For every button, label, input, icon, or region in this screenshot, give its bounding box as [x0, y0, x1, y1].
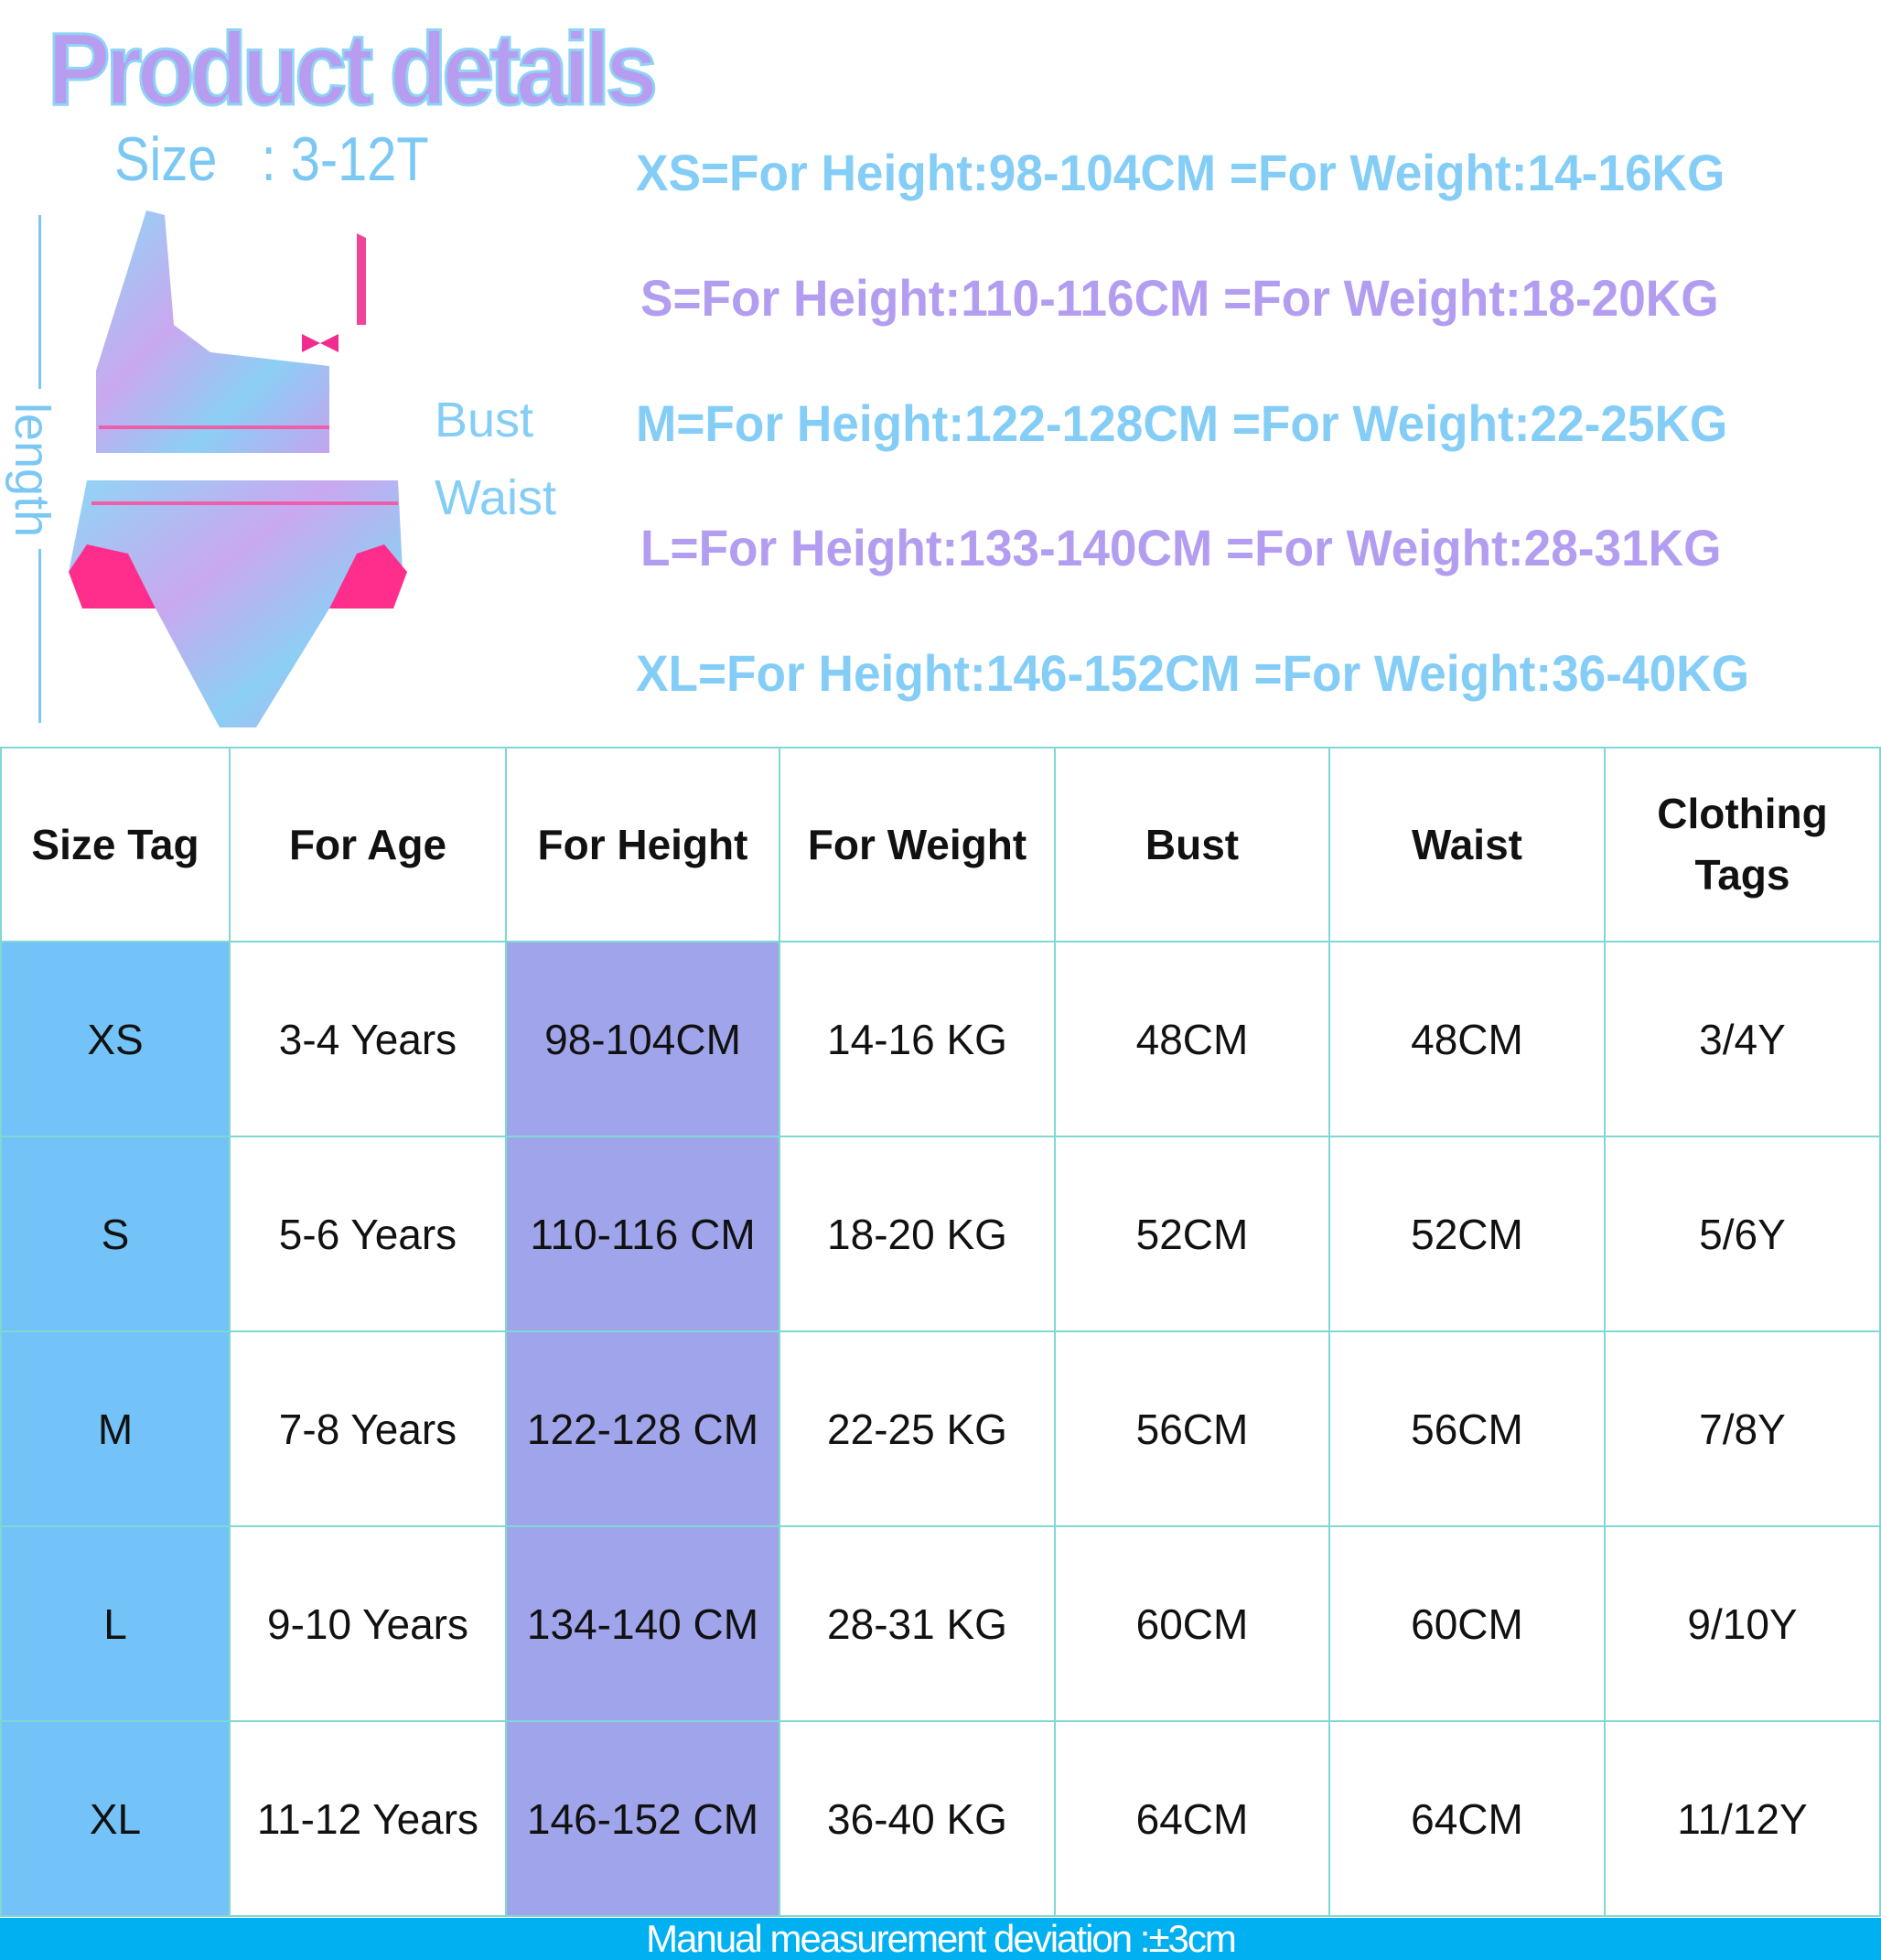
- header-waist: Waist: [1328, 747, 1606, 942]
- cell-bust: 64CM: [1054, 1720, 1330, 1917]
- cell-weight: 36-40 KG: [779, 1720, 1056, 1917]
- cell-clothing-tag: 11/12Y: [1604, 1720, 1881, 1917]
- cell-bust: 56CM: [1054, 1330, 1330, 1527]
- measurement-deviation-note: Manual measurement deviation :±3cm: [0, 1918, 1881, 1960]
- cell-waist: 64CM: [1328, 1720, 1606, 1917]
- cell-waist: 60CM: [1328, 1525, 1606, 1722]
- size-spec-m: M=For Height:122-128CM =For Weight:22-25…: [636, 394, 1728, 452]
- cell-height: 122-128 CM: [505, 1330, 780, 1527]
- cell-clothing-tag: 9/10Y: [1604, 1525, 1881, 1722]
- cell-clothing-tag: 5/6Y: [1604, 1136, 1881, 1332]
- bust-label: Bust: [435, 393, 534, 447]
- table-row: XS 3-4 Years 98-104CM 14-16 KG 48CM 48CM 3/4Y: [0, 941, 1881, 1137]
- table-header-row: Size Tag For Age For Height For Weight B…: [0, 747, 1881, 942]
- size-spec-l: L=For Height:133-140CM =For Weight:28-31…: [640, 519, 1722, 576]
- cell-height: 98-104CM: [505, 941, 780, 1137]
- cell-height: 110-116 CM: [505, 1136, 780, 1332]
- table-row: M 7-8 Years 122-128 CM 22-25 KG 56CM 56CM 7/8Y: [0, 1330, 1881, 1527]
- header-for-weight: For Weight: [779, 747, 1056, 942]
- table-row: L 9-10 Years 134-140 CM 28-31 KG 60CM 60CM 9/1…: [0, 1525, 1881, 1722]
- cell-weight: 18-20 KG: [779, 1136, 1056, 1332]
- cell-size-tag: XS: [0, 941, 231, 1137]
- cell-bust: 52CM: [1054, 1136, 1330, 1332]
- cell-age: 5-6 Years: [229, 1136, 507, 1332]
- header-for-age: For Age: [229, 747, 507, 942]
- table-row: XL 11-12 Years 146-152 CM 36-40 KG 64CM 64CM 1…: [0, 1720, 1881, 1917]
- cell-weight: 22-25 KG: [779, 1330, 1056, 1527]
- waist-label: Waist: [435, 470, 556, 525]
- cell-size-tag: XL: [0, 1720, 231, 1917]
- cell-weight: 14-16 KG: [779, 941, 1056, 1137]
- cell-age: 3-4 Years: [229, 941, 507, 1137]
- header-for-height: For Height: [505, 747, 780, 942]
- size-range: Size : 3-12T: [114, 124, 429, 194]
- cell-waist: 56CM: [1328, 1330, 1606, 1527]
- cell-size-tag: M: [0, 1330, 231, 1527]
- cell-size-tag: S: [0, 1136, 231, 1332]
- cell-age: 9-10 Years: [229, 1525, 507, 1722]
- header-size-tag: Size Tag: [0, 747, 231, 942]
- cell-waist: 48CM: [1328, 941, 1606, 1137]
- size-chart-table: Size Tag For Age For Height For Weight B…: [0, 747, 1881, 1917]
- cell-weight: 28-31 KG: [779, 1525, 1056, 1722]
- cell-height: 134-140 CM: [505, 1525, 780, 1722]
- cell-clothing-tag: 3/4Y: [1604, 941, 1881, 1137]
- size-spec-xs: XS=For Height:98-104CM =For Weight:14-16…: [636, 144, 1725, 201]
- cell-clothing-tag: 7/8Y: [1604, 1330, 1881, 1527]
- cell-waist: 52CM: [1328, 1136, 1606, 1332]
- swimsuit-image: [69, 210, 407, 727]
- header-bust: Bust: [1054, 747, 1330, 942]
- length-line-top: [38, 215, 41, 389]
- cell-height: 146-152 CM: [505, 1720, 780, 1917]
- length-line-bottom: [38, 549, 41, 723]
- cell-age: 7-8 Years: [229, 1330, 507, 1527]
- length-label: length: [5, 403, 59, 538]
- table-row: S 5-6 Years 110-116 CM 18-20 KG 52CM 52CM 5/6Y: [0, 1136, 1881, 1332]
- size-spec-xl: XL=For Height:146-152CM =For Weight:36-4…: [636, 644, 1749, 702]
- cell-bust: 48CM: [1054, 941, 1330, 1137]
- header-clothing-tags: Clothing Tags: [1604, 747, 1881, 942]
- page-title: Product details: [47, 12, 660, 126]
- cell-bust: 60CM: [1054, 1525, 1330, 1722]
- size-spec-s: S=For Height:110-116CM =For Weight:18-20…: [640, 269, 1719, 327]
- cell-size-tag: L: [0, 1525, 231, 1722]
- cell-age: 11-12 Years: [229, 1720, 507, 1917]
